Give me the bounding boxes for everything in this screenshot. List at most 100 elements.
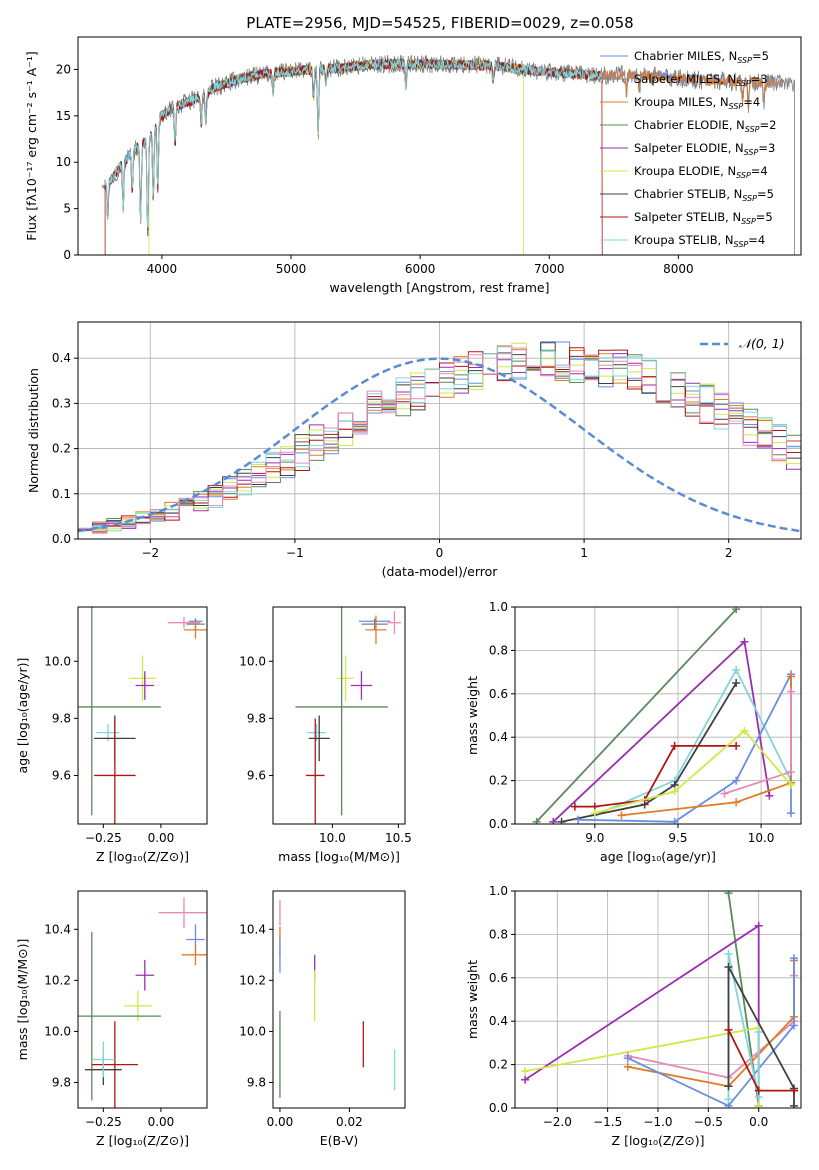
mass_vs_Z-ytick-label: 9.8 bbox=[52, 1075, 71, 1089]
age_vs_Z-xtick-label: −0.25 bbox=[85, 831, 122, 845]
line-kroupa_elodie bbox=[594, 729, 792, 814]
legend-label: Salpeter ELODIE, NSSP=3 bbox=[634, 141, 775, 157]
spectrum-ytick-label: 20 bbox=[56, 62, 71, 76]
marker-kroupa_stelib bbox=[754, 1028, 763, 1037]
mass_vs_EBV-xtick-label: 0.02 bbox=[336, 1115, 363, 1129]
massweight_vs_Z-ytick-label: 0.8 bbox=[489, 927, 508, 941]
marker-chabrier_miles bbox=[789, 954, 798, 963]
mass_vs_Z-ytick-label: 10.0 bbox=[44, 1024, 71, 1038]
massweight_vs_Z-xtick-label: −1.0 bbox=[643, 1115, 672, 1129]
marker-chabrier_miles bbox=[574, 815, 583, 824]
marker-salpeter_stelib bbox=[670, 741, 679, 750]
marker-chabrier_stelib bbox=[789, 1101, 798, 1108]
residuals-xtick-label: −1 bbox=[286, 546, 304, 560]
massweight_vs_age-ytick-label: 0.2 bbox=[489, 774, 508, 788]
mass_vs_EBV-ytick-label: 10.2 bbox=[239, 973, 266, 987]
spectrum-frame bbox=[77, 36, 802, 256]
age_vs_Z-frame bbox=[77, 606, 208, 825]
residual-histograms bbox=[78, 341, 801, 534]
spectrum-ytick-label: 15 bbox=[56, 109, 71, 123]
mass_vs_Z-points bbox=[78, 897, 207, 1108]
mass_vs_EBV-ytick-label: 10.0 bbox=[239, 1024, 266, 1038]
marker-salpeter_stelib bbox=[754, 1086, 763, 1095]
spectrum-xtick-label: 8000 bbox=[663, 262, 694, 276]
marker-kroupa_elodie bbox=[670, 787, 679, 796]
marker-chabrier_miles bbox=[789, 1021, 798, 1030]
spectrum-xtick-label: 4000 bbox=[147, 262, 178, 276]
massweight_vs_age-ytick-label: 0.0 bbox=[489, 817, 508, 831]
mass_vs_EBV-xtick-label: 0.00 bbox=[267, 1115, 294, 1129]
spectrum-xlabel: wavelength [Angstrom, rest frame] bbox=[329, 280, 549, 295]
marker-salpeter_stelib bbox=[732, 741, 741, 750]
age_vs_mass-xtick-label: 10.5 bbox=[385, 831, 412, 845]
massweight_vs_Z-series bbox=[521, 891, 798, 1108]
spectrum-series-chabrier_elodie bbox=[148, 57, 524, 193]
residuals-xtick-label: 0 bbox=[436, 546, 444, 560]
marker-kroupa_elodie bbox=[521, 1067, 530, 1076]
age_vs_Z-points bbox=[78, 607, 207, 824]
marker-kroupa_miles bbox=[623, 1062, 632, 1071]
massweight_vs_Z-ytick-label: 0.0 bbox=[489, 1101, 508, 1115]
massweight_vs_Z-xlabel: Z [log₁₀(Z/Z⊙)] bbox=[612, 1133, 705, 1148]
marker-chabrier_elodie bbox=[724, 891, 733, 898]
marker-chabrier_elodie bbox=[532, 817, 541, 824]
spectrum-ylabel: Flux [fλ10⁻¹⁷ erg cm⁻² s⁻¹ A⁻¹] bbox=[24, 51, 39, 240]
marker-chabrier_stelib bbox=[724, 962, 733, 971]
mass_vs_EBV-ytick-label: 9.8 bbox=[247, 1075, 266, 1089]
spectrum-series-salpeter_elodie bbox=[148, 58, 524, 197]
massweight_vs_Z-xtick-label: 0.0 bbox=[749, 1115, 768, 1129]
age_vs_Z-ytick-label: 9.8 bbox=[52, 711, 71, 725]
marker-kroupa_elodie bbox=[754, 1101, 763, 1108]
legend-label: Salpeter STELIB, NSSP=5 bbox=[634, 210, 773, 226]
spectrum-xtick-label: 7000 bbox=[534, 262, 565, 276]
mass_vs_Z-ylabel: mass [log₁₀(M/M⊙)] bbox=[15, 939, 30, 1061]
age_vs_Z-ylabel: age [log₁₀(age/yr)] bbox=[15, 658, 30, 774]
marker-chabrier_stelib bbox=[557, 817, 566, 824]
line-kroupa_miles bbox=[627, 960, 795, 1088]
marker-kroupa_miles bbox=[732, 798, 741, 807]
marker-pink bbox=[787, 687, 796, 696]
marker-chabrier_miles bbox=[623, 1054, 632, 1063]
spectrum-series-kroupa_elodie bbox=[148, 57, 524, 255]
gaussian-curve bbox=[78, 357, 801, 533]
massweight_vs_Z-xtick-label: −0.5 bbox=[694, 1115, 723, 1129]
legend-label: Salpeter MILES, NSSP=3 bbox=[634, 72, 768, 88]
marker-chabrier_miles bbox=[732, 776, 741, 785]
massweight_vs_age-xtick-label: 10.0 bbox=[748, 831, 775, 845]
legend-label: Chabrier MILES, NSSP=5 bbox=[634, 49, 769, 65]
spectrum-series-kroupa_stelib bbox=[104, 58, 603, 228]
mass_vs_Z-ytick-label: 10.4 bbox=[44, 922, 71, 936]
massweight_vs_age-ytick-label: 0.4 bbox=[489, 730, 508, 744]
marker-kroupa_miles bbox=[787, 672, 796, 681]
marker-kroupa_elodie bbox=[590, 809, 599, 818]
massweight_vs_age-xtick-label: 9.5 bbox=[668, 831, 687, 845]
massweight_vs_age-ylabel: mass weight bbox=[465, 676, 480, 755]
massweight_vs_age-xlabel: age [log₁₀(age/yr)] bbox=[600, 849, 716, 864]
residuals-ytick-label: 0.3 bbox=[52, 396, 71, 410]
spectrum-ytick-label: 5 bbox=[63, 202, 71, 216]
marker-kroupa_elodie bbox=[787, 780, 796, 789]
residuals-ytick-label: 0.0 bbox=[52, 532, 71, 546]
line-chabrier_elodie bbox=[535, 608, 737, 823]
legend-label: Kroupa STELIB, NSSP=4 bbox=[634, 233, 765, 249]
mass_vs_Z-frame bbox=[77, 890, 208, 1109]
marker-chabrier_stelib bbox=[724, 1082, 733, 1091]
massweight_vs_Z-ytick-label: 0.2 bbox=[489, 1058, 508, 1072]
residuals-xtick-label: 1 bbox=[580, 546, 588, 560]
spectrum-series-chabrier_stelib bbox=[104, 57, 603, 228]
histogram-pink bbox=[78, 347, 801, 534]
chart-residuals: −2 −1 0 1 2 0.0 0.1 0.2 0.3 0.4 (data-model)/error… bbox=[26, 321, 802, 579]
line-pink bbox=[724, 691, 792, 795]
age_vs_Z-ytick-label: 10.0 bbox=[44, 654, 71, 668]
marker-salpeter_elodie bbox=[549, 817, 558, 824]
age_vs_mass-points bbox=[295, 607, 402, 824]
line-kroupa_stelib bbox=[594, 667, 792, 817]
massweight_vs_Z-ytick-label: 0.4 bbox=[489, 1014, 508, 1028]
massweight_vs_Z-frame bbox=[514, 890, 802, 1109]
massweight_vs_Z-xtick-label: −1.5 bbox=[593, 1115, 622, 1129]
age_vs_mass-xlabel: mass [log₁₀(M/M⊙)] bbox=[278, 849, 400, 864]
marker-chabrier_stelib bbox=[732, 678, 741, 687]
massweight_vs_age-ytick-label: 0.8 bbox=[489, 643, 508, 657]
legend-label: Kroupa ELODIE, NSSP=4 bbox=[634, 164, 768, 180]
massweight_vs_Z-ylabel: mass weight bbox=[465, 960, 480, 1039]
